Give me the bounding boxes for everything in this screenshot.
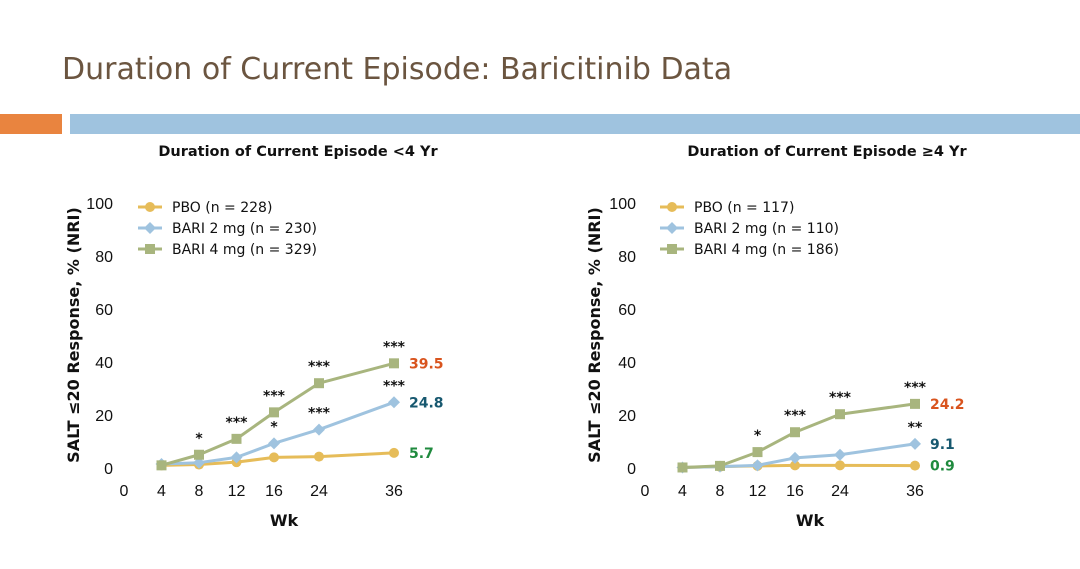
significance-marker: * (270, 419, 278, 435)
y-tick-label: 80 (618, 249, 636, 266)
data-point (835, 409, 845, 420)
chart-2: Duration of Current Episode ≥4 Yr0204060… (585, 144, 967, 530)
series-line (161, 400, 395, 466)
legend-marker (144, 222, 156, 234)
significance-marker: *** (829, 390, 852, 406)
end-value-label: 0.9 (930, 459, 955, 475)
y-tick-label: 80 (95, 249, 113, 266)
end-value-label: 5.7 (409, 446, 434, 462)
y-tick-label: 40 (618, 355, 636, 372)
data-point (790, 427, 800, 438)
slide-title: Duration of Current Episode: Baricitinib… (62, 52, 733, 87)
x-tick-label: 8 (195, 483, 204, 500)
legend-label: BARI 4 mg (n = 186) (694, 242, 839, 258)
data-point (269, 452, 279, 463)
y-tick-label: 100 (86, 196, 113, 213)
y-axis-label: SALT ≤20 Response, % (NRI) (585, 207, 604, 463)
y-tick-label: 100 (609, 196, 636, 213)
legend-marker (667, 244, 677, 254)
data-point (389, 447, 399, 458)
x-tick-label: 0 (120, 483, 129, 500)
x-tick-label: 16 (265, 483, 283, 500)
accent-bar-orange (0, 114, 62, 134)
significance-marker: *** (226, 415, 249, 431)
x-axis-label: Wk (270, 511, 299, 530)
end-value-label: 24.2 (930, 397, 965, 413)
y-tick-label: 60 (618, 302, 636, 319)
data-point (752, 447, 763, 458)
x-tick-label: 12 (749, 483, 767, 500)
data-point (834, 448, 846, 461)
data-point (268, 437, 280, 450)
data-point (194, 449, 204, 460)
legend-label: BARI 4 mg (n = 329) (172, 242, 317, 258)
significance-marker: ** (908, 420, 923, 436)
x-tick-label: 24 (831, 483, 849, 500)
significance-marker: *** (263, 388, 286, 404)
significance-marker: *** (784, 408, 807, 424)
series-line (682, 402, 916, 469)
x-tick-label: 4 (678, 483, 687, 500)
data-point (156, 460, 167, 471)
data-point (909, 437, 921, 450)
data-point (230, 451, 243, 464)
end-value-label: 39.5 (409, 356, 444, 372)
x-tick-label: 24 (310, 483, 328, 500)
chart-title: Duration of Current Episode ≥4 Yr (687, 144, 967, 160)
significance-marker: *** (383, 378, 406, 394)
legend-label: PBO (n = 228) (172, 200, 272, 216)
significance-marker: *** (383, 339, 406, 355)
significance-marker: * (754, 428, 762, 444)
y-axis-label: SALT ≤20 Response, % (NRI) (64, 207, 83, 463)
data-point (910, 460, 920, 471)
legend-marker (666, 222, 678, 234)
x-tick-label: 8 (716, 483, 725, 500)
significance-marker: *** (308, 359, 331, 375)
y-tick-label: 60 (95, 302, 113, 319)
chart-title: Duration of Current Episode <4 Yr (158, 144, 438, 160)
data-point (751, 459, 764, 472)
y-tick-label: 0 (627, 461, 636, 478)
y-tick-label: 20 (95, 408, 113, 425)
data-point (388, 396, 400, 409)
significance-marker: *** (904, 380, 927, 396)
legend-marker (667, 202, 677, 212)
data-point (790, 460, 800, 471)
y-tick-label: 40 (95, 355, 113, 372)
x-tick-label: 16 (786, 483, 804, 500)
data-point (269, 407, 279, 418)
x-axis-label: Wk (796, 511, 825, 530)
y-tick-label: 0 (104, 461, 113, 478)
x-tick-label: 36 (385, 483, 403, 500)
data-point (835, 460, 845, 471)
legend-label: PBO (n = 117) (694, 200, 794, 216)
series-line (161, 361, 395, 467)
data-point (677, 462, 688, 473)
end-value-label: 9.1 (930, 437, 955, 453)
data-point (313, 423, 325, 436)
end-value-label: 24.8 (409, 395, 444, 411)
significance-marker: *** (308, 406, 331, 422)
x-tick-label: 12 (228, 483, 246, 500)
data-point (314, 451, 324, 462)
x-tick-label: 36 (906, 483, 924, 500)
data-point (715, 460, 725, 471)
data-point (789, 451, 801, 464)
y-tick-label: 20 (618, 408, 636, 425)
accent-bar-blue (70, 114, 1080, 134)
chart-1: Duration of Current Episode <4 Yr0204060… (64, 144, 444, 530)
data-point (910, 398, 920, 409)
legend-marker (145, 244, 155, 254)
data-point (314, 378, 324, 389)
data-point (231, 433, 242, 444)
legend-label: BARI 2 mg (n = 110) (694, 221, 839, 237)
series-line (161, 451, 395, 467)
data-point (389, 358, 399, 369)
legend-marker (145, 202, 155, 212)
x-tick-label: 4 (157, 483, 166, 500)
x-tick-label: 0 (641, 483, 650, 500)
significance-marker: * (195, 431, 203, 447)
legend-label: BARI 2 mg (n = 230) (172, 221, 317, 237)
